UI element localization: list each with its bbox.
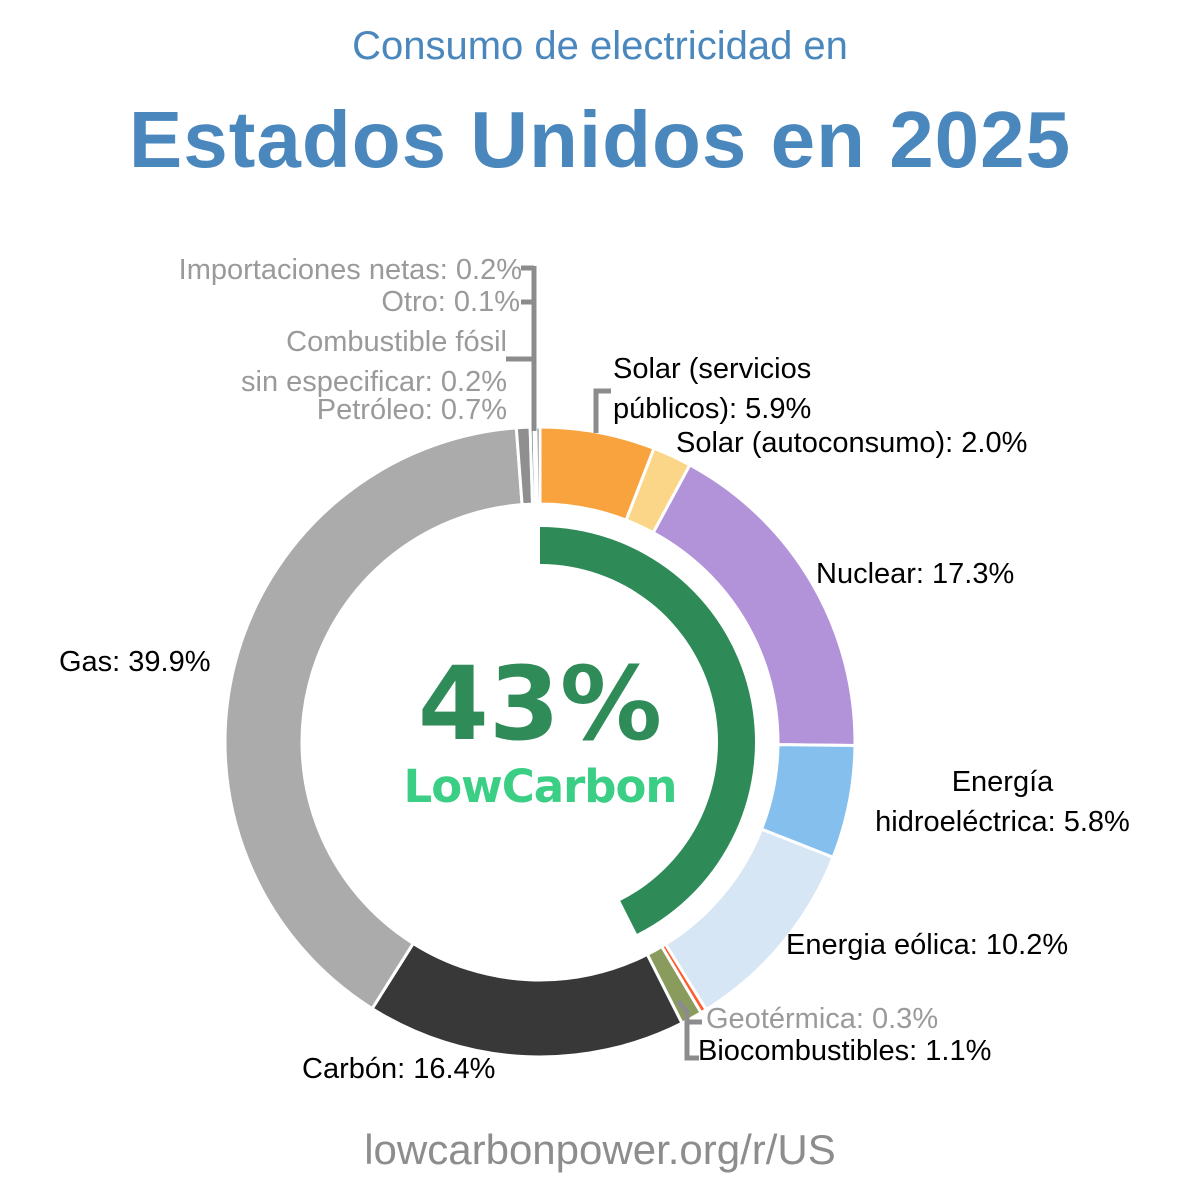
- lowcarbon-brand: LowCarbon: [403, 760, 678, 813]
- label-nuclear: Nuclear: 17.3%: [816, 558, 1015, 590]
- label-solar-utility-line2: públicos): 5.9%: [613, 393, 812, 425]
- label-gas: Gas: 39.9%: [59, 646, 211, 678]
- label-oil: Petróleo: 0.7%: [316, 394, 507, 426]
- label-hydro: Energía hidroeléctrica: 5.8%: [860, 762, 1145, 842]
- leader-line-geothermal-biofuels: [676, 999, 702, 1061]
- leader-line-solar-utility: [593, 388, 611, 433]
- lowcarbon-percent: 43%: [417, 645, 663, 764]
- label-other: Otro: 0.1%: [381, 286, 520, 318]
- label-fossil-unspecified-line1: Combustible fósil: [286, 326, 507, 358]
- label-geothermal: Geotérmica: 0.3%: [706, 1003, 939, 1035]
- label-solar-self: Solar (autoconsumo): 2.0%: [676, 427, 1028, 459]
- segments-layer: [223, 425, 857, 1059]
- label-hydro-line2: hidroeléctrica: 5.8%: [875, 806, 1130, 838]
- label-solar-utility-line1: Solar (servicios: [613, 353, 812, 385]
- label-coal: Carbón: 16.4%: [302, 1053, 496, 1085]
- lowcarbon-arc: [540, 527, 756, 934]
- label-net-imports: Importaciones netas: 0.2%: [178, 254, 522, 286]
- label-solar-utility: Solar (servicios públicos): 5.9%: [613, 349, 811, 429]
- chart-subtitle: Consumo de electricidad en: [352, 24, 848, 68]
- label-biofuels: Biocombustibles: 1.1%: [698, 1035, 992, 1067]
- source-url: lowcarbonpower.org/r/US: [364, 1126, 836, 1173]
- segment-coal[interactable]: [370, 941, 685, 1059]
- label-wind: Energia eólica: 10.2%: [786, 929, 1069, 961]
- leader-line-fossil-group: [506, 265, 537, 431]
- label-fossil-unspecified: Combustible fósil sin especificar: 0.2%: [241, 322, 507, 402]
- label-fossil-unspecified-line2: sin especificar: 0.2%: [241, 366, 507, 398]
- segment-gas[interactable]: [223, 426, 524, 1011]
- label-hydro-line1: Energía: [951, 766, 1054, 798]
- segment-net-imports[interactable]: [534, 425, 542, 506]
- chart-title: Estados Unidos en 2025: [128, 95, 1072, 184]
